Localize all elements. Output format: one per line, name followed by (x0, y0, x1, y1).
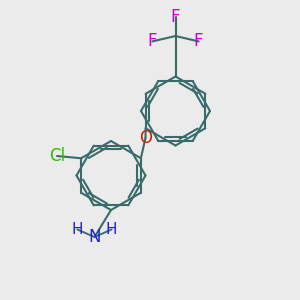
Text: O: O (139, 129, 152, 147)
Text: F: F (148, 32, 157, 50)
Text: Cl: Cl (49, 147, 65, 165)
Text: H: H (106, 222, 117, 237)
Text: F: F (171, 8, 180, 26)
Text: F: F (194, 32, 203, 50)
Text: H: H (72, 222, 83, 237)
Text: N: N (88, 228, 101, 246)
